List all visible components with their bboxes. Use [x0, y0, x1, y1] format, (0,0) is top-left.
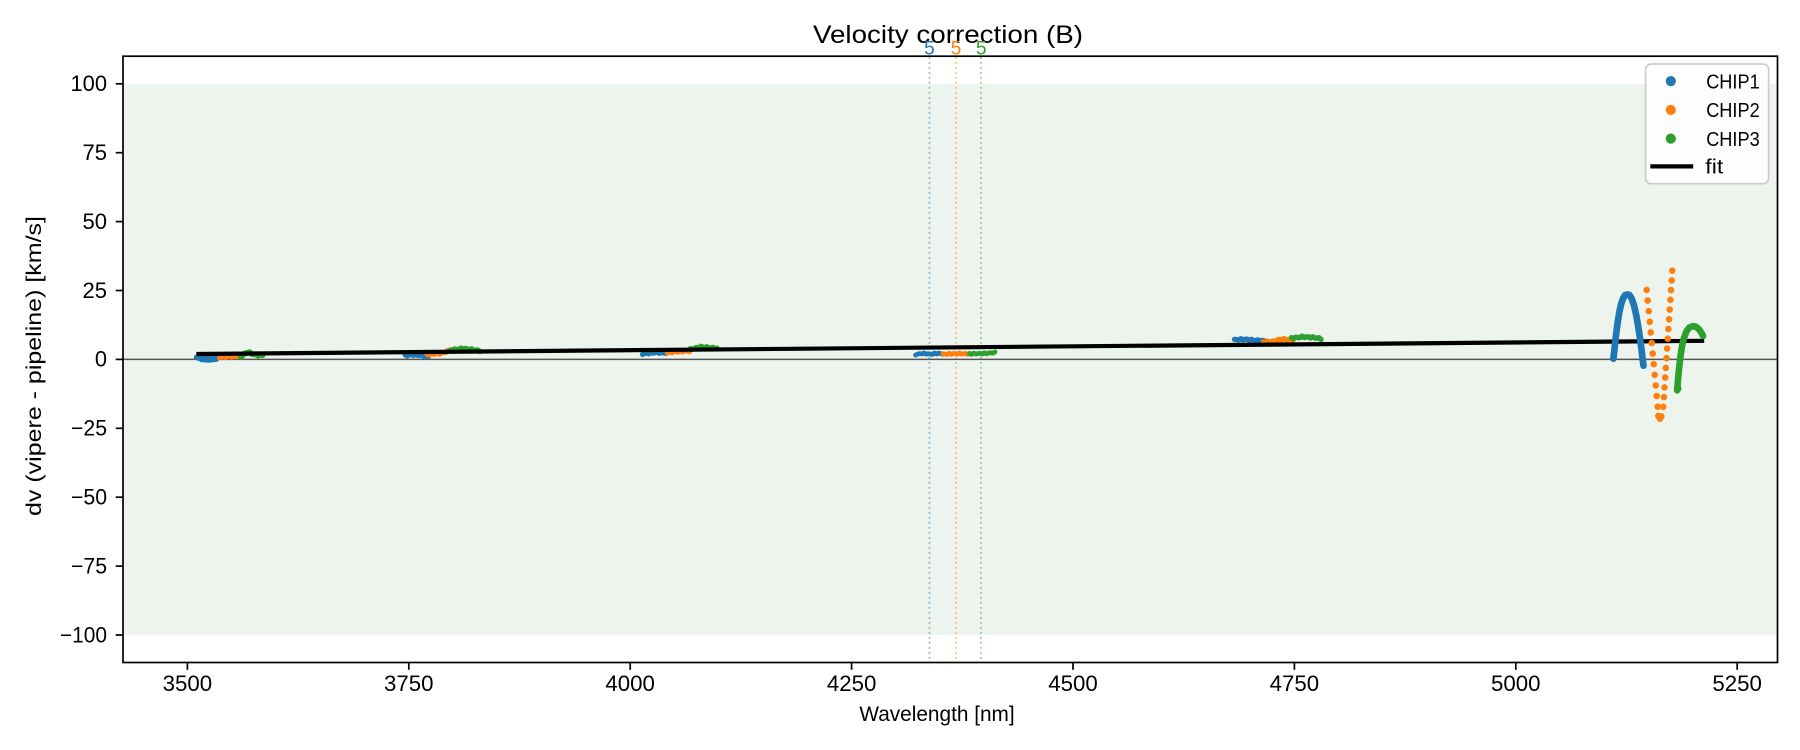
svg-text:CHIP1: CHIP1	[1706, 71, 1760, 93]
svg-text:25: 25	[83, 278, 108, 303]
svg-text:5: 5	[951, 39, 962, 60]
svg-text:5: 5	[924, 39, 935, 60]
svg-text:CHIP2: CHIP2	[1706, 100, 1760, 122]
svg-text:3500: 3500	[163, 671, 213, 696]
svg-text:5: 5	[976, 39, 987, 60]
svg-text:0: 0	[95, 347, 107, 372]
svg-text:100: 100	[71, 71, 108, 96]
svg-text:CHIP3: CHIP3	[1706, 129, 1760, 151]
svg-text:fit: fit	[1705, 157, 1723, 179]
svg-text:dv (vipere - pipeline) [km/s]: dv (vipere - pipeline) [km/s]	[23, 216, 46, 516]
svg-text:5000: 5000	[1491, 671, 1541, 696]
svg-text:4000: 4000	[605, 671, 655, 696]
svg-text:−75: −75	[71, 553, 107, 578]
svg-text:75: 75	[83, 140, 108, 165]
svg-text:Velocity correction (B): Velocity correction (B)	[813, 21, 1083, 49]
svg-text:4500: 4500	[1048, 671, 1098, 696]
svg-text:−25: −25	[71, 416, 107, 441]
svg-text:4750: 4750	[1270, 671, 1320, 696]
svg-text:Wavelength [nm]: Wavelength [nm]	[859, 703, 1014, 726]
svg-text:−100: −100	[60, 622, 107, 647]
svg-text:3750: 3750	[384, 671, 434, 696]
svg-text:5250: 5250	[1712, 671, 1762, 696]
svg-text:50: 50	[83, 209, 108, 234]
svg-text:−50: −50	[71, 485, 107, 510]
svg-text:4250: 4250	[827, 671, 877, 696]
